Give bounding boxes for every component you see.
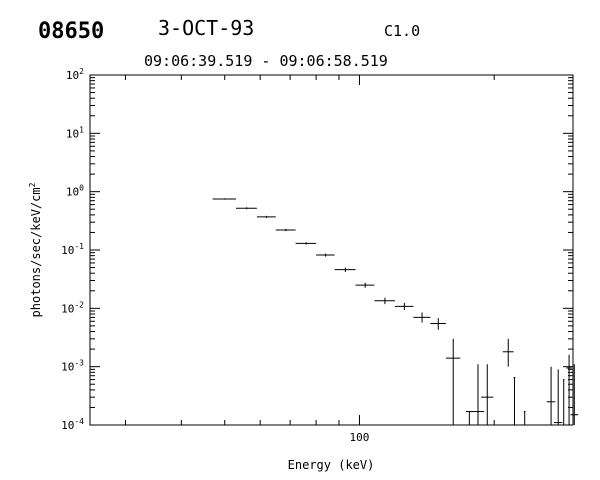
data-point bbox=[256, 215, 276, 218]
data-point bbox=[413, 312, 431, 323]
plot-frame bbox=[89, 74, 574, 426]
data-point bbox=[513, 377, 516, 425]
y-tick-label: 10-3 bbox=[61, 359, 84, 374]
data-point bbox=[355, 282, 375, 288]
x-tick-label: 100 bbox=[350, 431, 370, 444]
y-tick-label: 102 bbox=[66, 67, 84, 82]
data-point bbox=[236, 207, 257, 210]
y-axis-label-group: photons/sec/keV/cm2 bbox=[28, 182, 43, 317]
data-point bbox=[316, 253, 335, 257]
data-point bbox=[546, 366, 556, 425]
data-point bbox=[430, 318, 446, 330]
data-point bbox=[481, 364, 494, 425]
data-point bbox=[295, 242, 317, 245]
x-axis-label: Energy (keV) bbox=[288, 458, 375, 472]
y-tick-label: 10-2 bbox=[61, 300, 84, 315]
data-point bbox=[465, 411, 473, 425]
y-tick-label: 100 bbox=[66, 184, 84, 199]
y-tick-label: 10-4 bbox=[61, 417, 84, 432]
y-tick-label: 10-1 bbox=[61, 242, 84, 257]
data-points bbox=[212, 198, 579, 425]
data-point bbox=[275, 228, 296, 232]
event-id: 08650 bbox=[38, 19, 104, 44]
data-point bbox=[212, 198, 237, 200]
data-point bbox=[394, 302, 414, 311]
flare-class: C1.0 bbox=[384, 22, 420, 40]
data-point bbox=[502, 338, 514, 367]
observation-date: 3-OCT-93 bbox=[158, 16, 254, 40]
y-tick-label: 101 bbox=[66, 125, 84, 140]
time-range: 09:06:39.519 - 09:06:58.519 bbox=[144, 52, 388, 70]
x-tick-labels: 100 bbox=[350, 431, 370, 444]
y-tick-labels: 10-4 10-3 10-2 10-1 100 101 102 bbox=[61, 67, 84, 432]
data-point bbox=[553, 369, 563, 425]
data-point bbox=[566, 354, 572, 425]
axis-ticks bbox=[90, 74, 574, 426]
data-point bbox=[445, 338, 461, 425]
data-point bbox=[334, 267, 356, 272]
data-point bbox=[471, 364, 485, 425]
data-point bbox=[523, 411, 526, 425]
data-point bbox=[374, 297, 395, 305]
data-point bbox=[563, 379, 565, 425]
y-axis-label: photons/sec/keV/cm2 bbox=[28, 182, 43, 317]
data-point bbox=[570, 364, 579, 425]
